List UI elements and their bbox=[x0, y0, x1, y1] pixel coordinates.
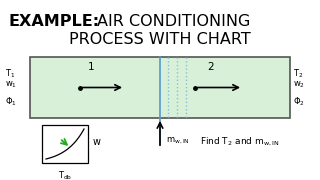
Text: Find T$_2$ and m$_{\mathsf{w,IN}}$: Find T$_2$ and m$_{\mathsf{w,IN}}$ bbox=[200, 136, 280, 148]
Text: PROCESS WITH CHART: PROCESS WITH CHART bbox=[69, 32, 251, 47]
Text: w: w bbox=[93, 137, 101, 147]
Text: 2: 2 bbox=[207, 62, 214, 72]
Text: T$_{\mathsf{db}}$: T$_{\mathsf{db}}$ bbox=[58, 169, 72, 180]
Text: EXAMPLE:: EXAMPLE: bbox=[8, 14, 99, 29]
Text: AIR CONDITIONING: AIR CONDITIONING bbox=[97, 14, 250, 29]
Text: m$_{\mathsf{w,IN}}$: m$_{\mathsf{w,IN}}$ bbox=[166, 136, 190, 146]
Bar bbox=[30, 57, 290, 118]
Text: 1: 1 bbox=[88, 62, 95, 72]
Text: $\Phi_2$: $\Phi_2$ bbox=[293, 95, 305, 107]
Text: w$_1$: w$_1$ bbox=[5, 80, 17, 91]
Text: T$_2$: T$_2$ bbox=[293, 67, 303, 80]
Text: $\Phi_1$: $\Phi_1$ bbox=[5, 95, 17, 107]
Text: T$_1$: T$_1$ bbox=[5, 67, 15, 80]
Bar bbox=[42, 125, 88, 163]
Text: w$_2$: w$_2$ bbox=[293, 80, 305, 91]
